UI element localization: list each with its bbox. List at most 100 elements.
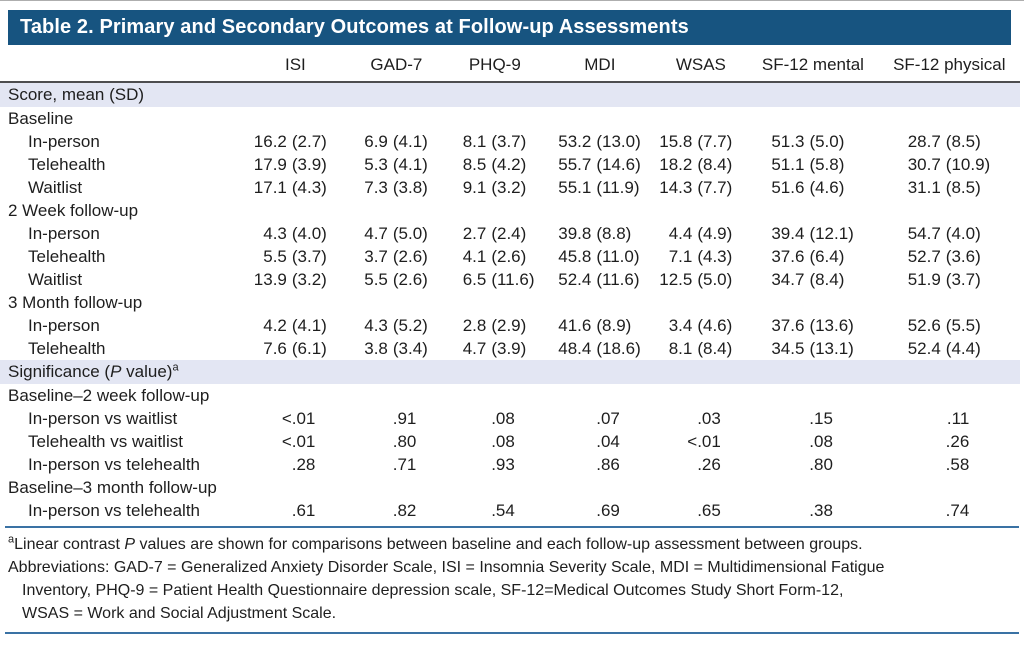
score-row: In-person 4.2 (4.1) 4.3 (5.2) 2.8 (2.9) 41.6 (8.… — [0, 314, 1020, 337]
pvalue-cell: .80 — [809, 454, 833, 474]
row-label: Telehealth — [28, 246, 106, 266]
group-label: Baseline–3 month follow-up — [8, 477, 217, 497]
pvalue-cell: .03 — [697, 408, 721, 428]
section-label: Significance (P value)a — [0, 360, 1020, 384]
row-label: In-person vs waitlist — [28, 408, 178, 428]
footnotes: aLinear contrast P values are shown for … — [8, 533, 1016, 625]
score-cell: 28.7 (8.5) — [907, 131, 981, 151]
score-cell: 34.7 (8.4) — [771, 269, 845, 289]
pvalue-row: Telehealth vs waitlist <.01 .80 .08 .04 <.01.… — [0, 430, 1020, 453]
row-label: In-person vs telehealth — [28, 454, 200, 474]
pvalue-cell: .26 — [697, 454, 721, 474]
score-cell: 8.5 (4.2) — [462, 154, 527, 174]
score-cell: 37.6 (13.6) — [771, 315, 854, 335]
score-cell: 17.9 (3.9) — [253, 154, 327, 174]
score-cell: 52.7 (3.6) — [907, 246, 981, 266]
score-cell: 7.6 (6.1) — [263, 338, 327, 358]
pvalue-cell: .26 — [945, 431, 970, 451]
pvalue-cell: .93 — [491, 454, 515, 474]
score-cell: 5.3 (4.1) — [364, 154, 428, 174]
pvalue-cell: .07 — [596, 408, 620, 428]
row-label: Telehealth — [28, 154, 106, 174]
table-body: Score, mean (SD) Baseline In-person 16.2 (2.… — [0, 82, 1020, 522]
score-cell: 31.1 (8.5) — [907, 177, 981, 197]
row-label: Waitlist — [28, 177, 83, 197]
column-header: GAD-7 — [348, 48, 445, 83]
group-label: 2 Week follow-up — [8, 200, 139, 220]
score-row: In-person 16.2 (2.7) 6.9 (4.1) 8.1 (3.7) 53.2 (1… — [0, 130, 1020, 153]
pvalue-row: In-person vs telehealth .61 .82 .54 .69 .65 .3… — [0, 499, 1020, 522]
footnote-a: aLinear contrast P values are shown for … — [8, 533, 863, 553]
footnote-abbreviations: Abbreviations: GAD-7 = Generalized Anxie… — [8, 556, 1016, 625]
score-cell: 6.9 (4.1) — [364, 131, 428, 151]
pvalue-cell: .80 — [392, 431, 417, 451]
score-cell: 55.7 (14.6) — [558, 154, 641, 174]
score-cell: 2.7 (2.4) — [462, 223, 527, 243]
score-cell: 4.7 (5.0) — [364, 223, 428, 243]
row-label: In-person — [28, 315, 100, 335]
column-header: SF-12 physical — [878, 48, 1020, 83]
score-cell: 7.1 (4.3) — [668, 246, 733, 266]
score-cell: 14.3 (7.7) — [659, 177, 733, 197]
bottom-border-line — [5, 632, 1019, 634]
score-cell: 9.1 (3.2) — [462, 177, 527, 197]
score-cell: 5.5 (2.6) — [364, 269, 428, 289]
pvalue-cell: .65 — [697, 500, 721, 520]
score-cell: 16.2 (2.7) — [253, 131, 327, 151]
section-label: Score, mean (SD) — [0, 82, 1020, 107]
pvalue-cell: <.01 — [281, 431, 316, 451]
score-cell: 4.3 (5.2) — [364, 315, 428, 335]
section-row: Significance (P value)a — [0, 360, 1020, 384]
score-row: Telehealth 5.5 (3.7) 3.7 (2.6) 4.1 (2.6) 45.8 (1… — [0, 245, 1020, 268]
row-label: In-person — [28, 223, 100, 243]
score-cell: 51.9 (3.7) — [907, 269, 981, 289]
pvalue-cell: .11 — [946, 408, 970, 428]
score-cell: 2.8 (2.9) — [462, 315, 527, 335]
score-cell: 12.5 (5.0) — [659, 269, 733, 289]
score-cell: 52.6 (5.5) — [907, 315, 981, 335]
outcomes-table: ISI GAD-7 PHQ-9 MDI WSAS SF-12 mental SF-12 ph… — [0, 48, 1020, 522]
column-header-row: ISI GAD-7 PHQ-9 MDI WSAS SF-12 mental SF-12 ph… — [0, 48, 1020, 83]
row-label: Telehealth vs waitlist — [28, 431, 183, 451]
corner-cell — [0, 48, 243, 83]
pvalue-cell: .08 — [491, 408, 515, 428]
table-title: Table 2. Primary and Secondary Outcomes … — [20, 16, 689, 38]
score-cell: 54.7 (4.0) — [907, 223, 981, 243]
score-cell: 45.8 (11.0) — [558, 246, 640, 266]
pvalue-cell: .54 — [491, 500, 515, 520]
pvalue-cell: .61 — [291, 500, 316, 520]
group-row: 2 Week follow-up — [0, 199, 1020, 222]
column-header: WSAS — [654, 48, 748, 83]
pvalue-cell: .08 — [809, 431, 833, 451]
group-label: Baseline–2 week follow-up — [8, 385, 210, 405]
score-cell: 39.4 (12.1) — [771, 223, 854, 243]
column-header: SF-12 mental — [747, 48, 879, 83]
pvalue-cell: .58 — [945, 454, 970, 474]
score-cell: 51.1 (5.8) — [771, 154, 845, 174]
pvalue-cell: <.01 — [281, 408, 316, 428]
pvalue-cell: .15 — [809, 408, 833, 428]
pvalue-cell: .74 — [945, 500, 970, 520]
pvalue-row: In-person vs waitlist <.01 .91 .08 .07 .03 .15… — [0, 407, 1020, 430]
group-label: Baseline — [8, 108, 74, 128]
abbreviation-line: Inventory, PHQ-9 = Patient Health Questi… — [22, 582, 844, 599]
score-row: Waitlist 13.9 (3.2) 5.5 (2.6) 6.5 (11.6) 52.4 (1… — [0, 268, 1020, 291]
score-cell: 4.3 (4.0) — [263, 223, 327, 243]
score-cell: 41.6 (8.9) — [558, 315, 632, 335]
pvalue-cell: .28 — [291, 454, 316, 474]
score-cell: 5.5 (3.7) — [263, 246, 327, 266]
pvalue-row: In-person vs telehealth .28 .71 .93 .86 .26 .8… — [0, 453, 1020, 476]
score-cell: 48.4 (18.6) — [558, 338, 641, 358]
top-border-line — [0, 0, 1024, 1]
score-cell: 13.9 (3.2) — [253, 269, 327, 289]
pvalue-cell: .08 — [491, 431, 515, 451]
column-header: MDI — [545, 48, 655, 83]
pvalue-cell: .82 — [392, 500, 417, 520]
abbreviation-line: Abbreviations: GAD-7 = Generalized Anxie… — [8, 559, 885, 576]
column-header: PHQ-9 — [444, 48, 546, 83]
score-cell: 6.5 (11.6) — [462, 269, 535, 289]
score-cell: 4.1 (2.6) — [462, 246, 527, 266]
score-cell: 51.3 (5.0) — [771, 131, 845, 151]
score-cell: 55.1 (11.9) — [558, 177, 640, 197]
score-cell: 30.7 (10.9) — [907, 154, 991, 174]
